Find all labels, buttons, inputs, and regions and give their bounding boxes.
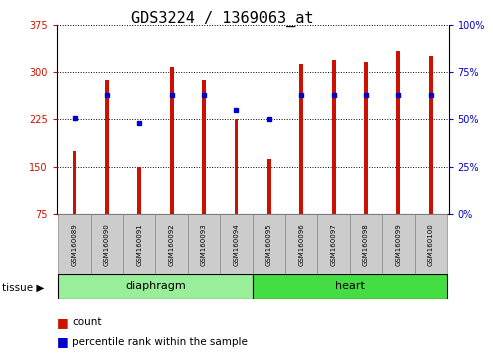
Bar bbox=[170, 67, 174, 214]
Bar bbox=[58, 274, 252, 299]
Bar bbox=[350, 214, 382, 274]
Bar bbox=[429, 56, 433, 214]
Text: GSM160093: GSM160093 bbox=[201, 223, 207, 266]
Text: heart: heart bbox=[335, 281, 365, 291]
Bar bbox=[58, 214, 91, 274]
Text: ■: ■ bbox=[57, 335, 69, 348]
Bar bbox=[202, 80, 206, 214]
Bar bbox=[364, 62, 368, 214]
Bar bbox=[235, 119, 239, 214]
Bar bbox=[91, 214, 123, 274]
Bar bbox=[105, 80, 109, 214]
Text: GSM160092: GSM160092 bbox=[169, 223, 175, 266]
Text: GSM160090: GSM160090 bbox=[104, 223, 110, 266]
Text: GDS3224 / 1369063_at: GDS3224 / 1369063_at bbox=[131, 11, 313, 27]
Text: GSM160098: GSM160098 bbox=[363, 223, 369, 266]
Text: GSM160096: GSM160096 bbox=[298, 223, 304, 266]
Bar bbox=[252, 214, 285, 274]
Text: ■: ■ bbox=[57, 316, 69, 329]
Bar bbox=[396, 51, 400, 214]
Bar bbox=[138, 167, 141, 214]
Bar bbox=[299, 64, 303, 214]
Bar bbox=[220, 214, 252, 274]
Bar bbox=[317, 214, 350, 274]
Text: GSM160099: GSM160099 bbox=[395, 223, 401, 266]
Text: GSM160100: GSM160100 bbox=[428, 223, 434, 266]
Text: percentile rank within the sample: percentile rank within the sample bbox=[72, 337, 248, 347]
Bar bbox=[123, 214, 155, 274]
Bar bbox=[252, 274, 447, 299]
Bar bbox=[382, 214, 415, 274]
Bar bbox=[285, 214, 317, 274]
Bar bbox=[155, 214, 188, 274]
Bar bbox=[415, 214, 447, 274]
Text: GSM160091: GSM160091 bbox=[136, 223, 142, 266]
Text: GSM160095: GSM160095 bbox=[266, 223, 272, 266]
Text: GSM160097: GSM160097 bbox=[331, 223, 337, 266]
Text: diaphragm: diaphragm bbox=[125, 281, 186, 291]
Text: tissue ▶: tissue ▶ bbox=[2, 282, 45, 292]
Text: GSM160094: GSM160094 bbox=[234, 223, 240, 266]
Bar bbox=[267, 159, 271, 214]
Bar bbox=[72, 151, 76, 214]
Bar bbox=[188, 214, 220, 274]
Text: count: count bbox=[72, 317, 102, 327]
Bar bbox=[332, 59, 336, 214]
Text: GSM160089: GSM160089 bbox=[71, 223, 77, 266]
